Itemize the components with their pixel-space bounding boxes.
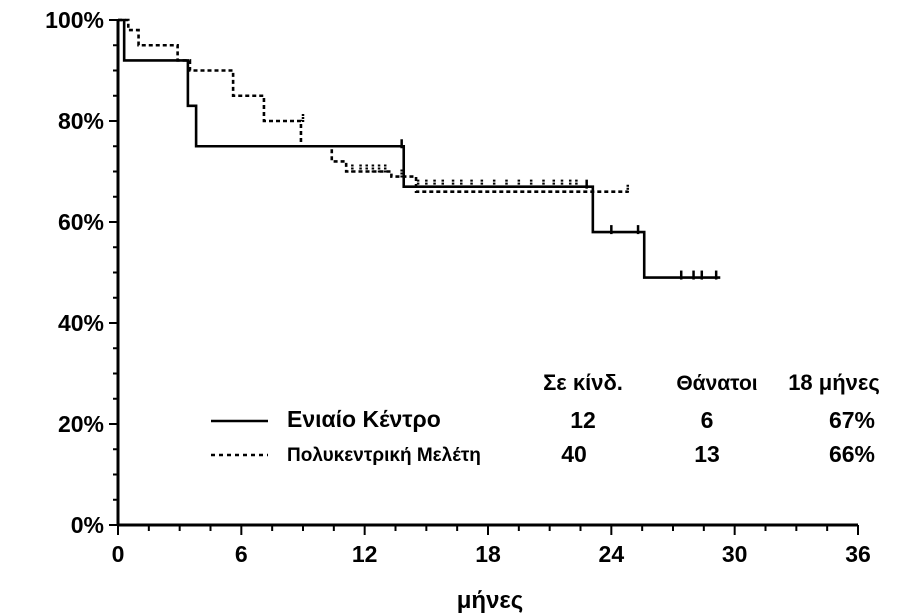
series-layer bbox=[118, 18, 721, 279]
legend-label-single-center: Ενιαίο Κέντρο bbox=[287, 406, 441, 432]
y-tick-label: 100% bbox=[45, 7, 104, 33]
y-tick-label: 40% bbox=[58, 310, 104, 336]
y-tick-label: 80% bbox=[58, 108, 104, 134]
x-tick-label: 0 bbox=[112, 541, 125, 567]
table-header-18-months: 18 μήνες bbox=[788, 370, 880, 395]
row2-at18: 66% bbox=[829, 441, 875, 467]
censor-layer bbox=[301, 114, 718, 280]
x-tick-label: 30 bbox=[722, 541, 748, 567]
legend-label-multicenter: Πολυκεντρική Μελέτη bbox=[287, 445, 481, 466]
x-axis-title: μήνες bbox=[457, 587, 524, 614]
y-tick-label: 20% bbox=[58, 411, 104, 437]
row2-deaths: 13 bbox=[694, 441, 720, 467]
row1-at18: 67% bbox=[829, 407, 875, 433]
row1-at-risk: 12 bbox=[570, 407, 596, 433]
y-tick-label: 0% bbox=[71, 512, 104, 538]
table-header-at-risk: Σε κίνδ. bbox=[543, 370, 623, 395]
x-tick-label: 18 bbox=[475, 541, 501, 567]
x-tick-label: 6 bbox=[235, 541, 248, 567]
y-tick-label: 60% bbox=[58, 209, 104, 235]
row2-at-risk: 40 bbox=[561, 441, 587, 467]
series-line-multicenter bbox=[118, 18, 628, 193]
x-tick-label: 12 bbox=[352, 541, 378, 567]
series-line-single-center bbox=[118, 18, 721, 279]
axes: 0% 20% 40% 60% 80% 100% 0 6 12 18 24 30 36 bbox=[45, 7, 871, 567]
x-tick-label: 24 bbox=[599, 541, 625, 567]
risk-table: Σε κίνδ. Θάνατοι 18 μήνες Ενιαίο Κέντρο … bbox=[211, 370, 880, 467]
x-tick-label: 36 bbox=[845, 541, 871, 567]
table-header-deaths: Θάνατοι bbox=[676, 372, 757, 395]
row1-deaths: 6 bbox=[701, 407, 714, 433]
